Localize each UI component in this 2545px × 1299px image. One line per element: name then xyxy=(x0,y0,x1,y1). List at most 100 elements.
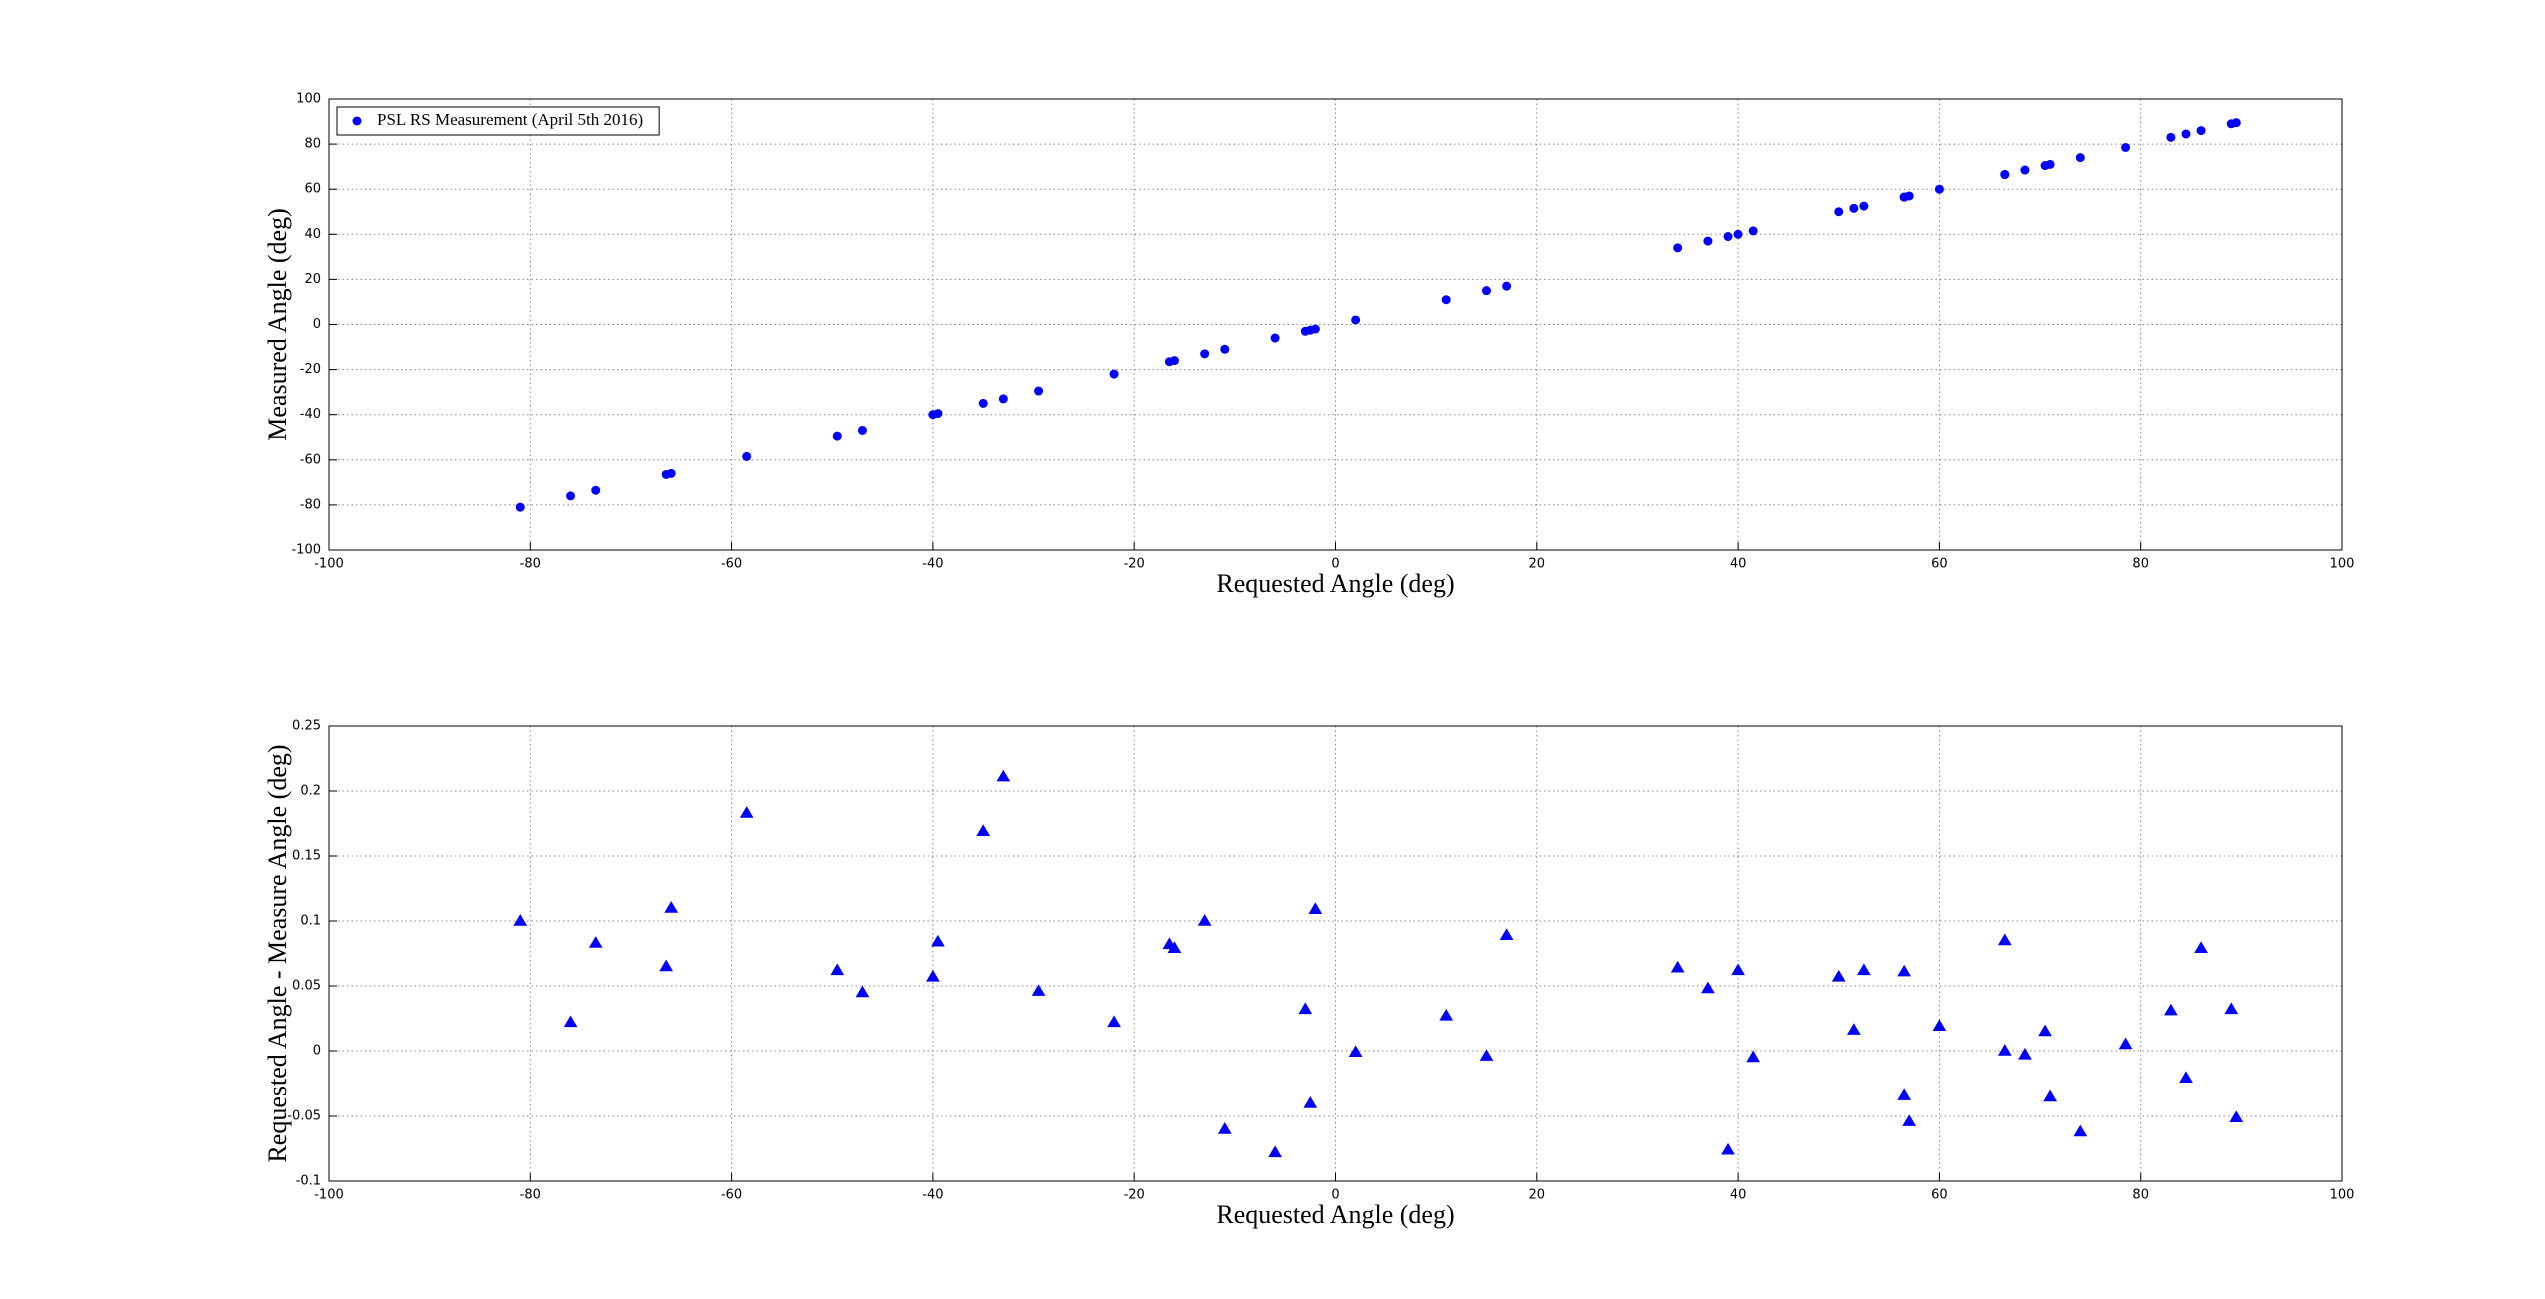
point xyxy=(2181,129,2191,139)
point xyxy=(1859,201,1869,211)
y-tick-label: 0.1 xyxy=(300,914,321,929)
point xyxy=(1200,349,1210,359)
y-tick-label: 0.25 xyxy=(292,719,321,734)
point xyxy=(1303,1096,1318,1108)
point xyxy=(1481,286,1491,296)
y-axis-label: Measured Angle (deg) xyxy=(263,208,292,440)
x-tick-label: -20 xyxy=(1124,1188,1145,1203)
point xyxy=(1831,969,1846,982)
y-tick-label: 100 xyxy=(296,92,321,107)
y-tick-label: 0.15 xyxy=(292,849,321,864)
legend-label: PSL RS Measurement (April 5th 2016) xyxy=(377,110,643,129)
point xyxy=(2229,1110,2244,1122)
point xyxy=(1310,324,1320,334)
y-tick-label: 0.2 xyxy=(300,784,321,799)
point xyxy=(1904,191,1914,201)
point xyxy=(2000,170,2010,180)
point xyxy=(591,485,601,495)
point xyxy=(1298,1002,1313,1015)
x-tick-label: -60 xyxy=(721,557,742,572)
point xyxy=(1107,1015,1121,1028)
point xyxy=(2224,1002,2239,1015)
point xyxy=(666,468,676,478)
legend-marker xyxy=(352,116,362,126)
point xyxy=(1217,1122,1232,1134)
x-tick-label: 60 xyxy=(1931,557,1948,572)
point xyxy=(2018,1047,2032,1060)
point xyxy=(1499,928,1514,940)
point xyxy=(2166,132,2176,142)
x-tick-label: 0 xyxy=(1331,1188,1339,1203)
x-tick-label: -40 xyxy=(922,1188,943,1203)
point xyxy=(1703,236,1713,246)
point xyxy=(1997,1044,2012,1056)
x-tick-label: -80 xyxy=(520,557,541,572)
axes-frame xyxy=(328,98,2343,551)
point xyxy=(2179,1071,2193,1083)
point xyxy=(1439,1008,1454,1021)
point xyxy=(976,824,991,836)
point xyxy=(2045,159,2055,169)
x-tick-label: -80 xyxy=(520,1188,541,1203)
point xyxy=(1169,356,1179,366)
y-tick-label: 0 xyxy=(313,1044,321,1059)
point xyxy=(739,806,754,818)
point xyxy=(513,914,528,926)
point xyxy=(2038,1024,2052,1037)
y-tick-label: -0.05 xyxy=(287,1109,321,1124)
point xyxy=(588,936,603,948)
point xyxy=(1502,281,1512,291)
y-tick-label: 0.05 xyxy=(292,979,321,994)
point xyxy=(659,959,674,972)
y-tick-label: -80 xyxy=(300,497,321,512)
point xyxy=(1673,243,1683,253)
x-axis-label: Requested Angle (deg) xyxy=(1216,1200,1454,1229)
point xyxy=(2194,941,2208,953)
point xyxy=(1897,964,1912,977)
point xyxy=(1997,933,2012,946)
point xyxy=(2073,1124,2088,1137)
y-tick-label: 40 xyxy=(304,227,321,242)
x-tick-label: 100 xyxy=(2330,1188,2355,1203)
point xyxy=(1034,386,1044,396)
point xyxy=(742,451,752,461)
point xyxy=(1031,984,1046,996)
x-tick-label: 40 xyxy=(1730,557,1747,572)
legend xyxy=(336,106,660,136)
y-tick-label: 20 xyxy=(304,272,321,287)
point xyxy=(2118,1037,2133,1050)
x-tick-label: -40 xyxy=(922,557,943,572)
x-tick-label: -100 xyxy=(314,1188,344,1203)
y-tick-label: -20 xyxy=(300,362,321,377)
point xyxy=(664,901,679,913)
point xyxy=(2043,1089,2057,1102)
axes-frame xyxy=(328,725,2343,1182)
point xyxy=(566,491,576,501)
point xyxy=(1834,207,1844,217)
point xyxy=(1701,981,1715,994)
x-tick-label: 60 xyxy=(1931,1188,1948,1203)
point xyxy=(2075,153,2085,163)
point xyxy=(1348,1045,1363,1057)
point xyxy=(1109,369,1119,379)
point xyxy=(1268,1145,1282,1158)
point xyxy=(933,409,943,419)
point xyxy=(1932,1019,1947,1031)
point xyxy=(1846,1023,1861,1035)
point xyxy=(1934,184,1944,194)
point xyxy=(1308,902,1323,914)
y-tick-label: -0.1 xyxy=(296,1174,321,1189)
point xyxy=(1441,295,1451,305)
point xyxy=(1902,1114,1917,1126)
point xyxy=(1897,1088,1912,1100)
x-tick-label: -20 xyxy=(1124,557,1145,572)
point xyxy=(931,934,945,947)
x-tick-label: 100 xyxy=(2330,557,2355,572)
point xyxy=(1167,941,1182,953)
point xyxy=(1733,229,1743,239)
point xyxy=(1220,344,1230,354)
point xyxy=(2121,142,2131,152)
x-tick-label: -60 xyxy=(721,1188,742,1203)
point xyxy=(1351,315,1361,325)
x-tick-label: 80 xyxy=(2132,1188,2149,1203)
